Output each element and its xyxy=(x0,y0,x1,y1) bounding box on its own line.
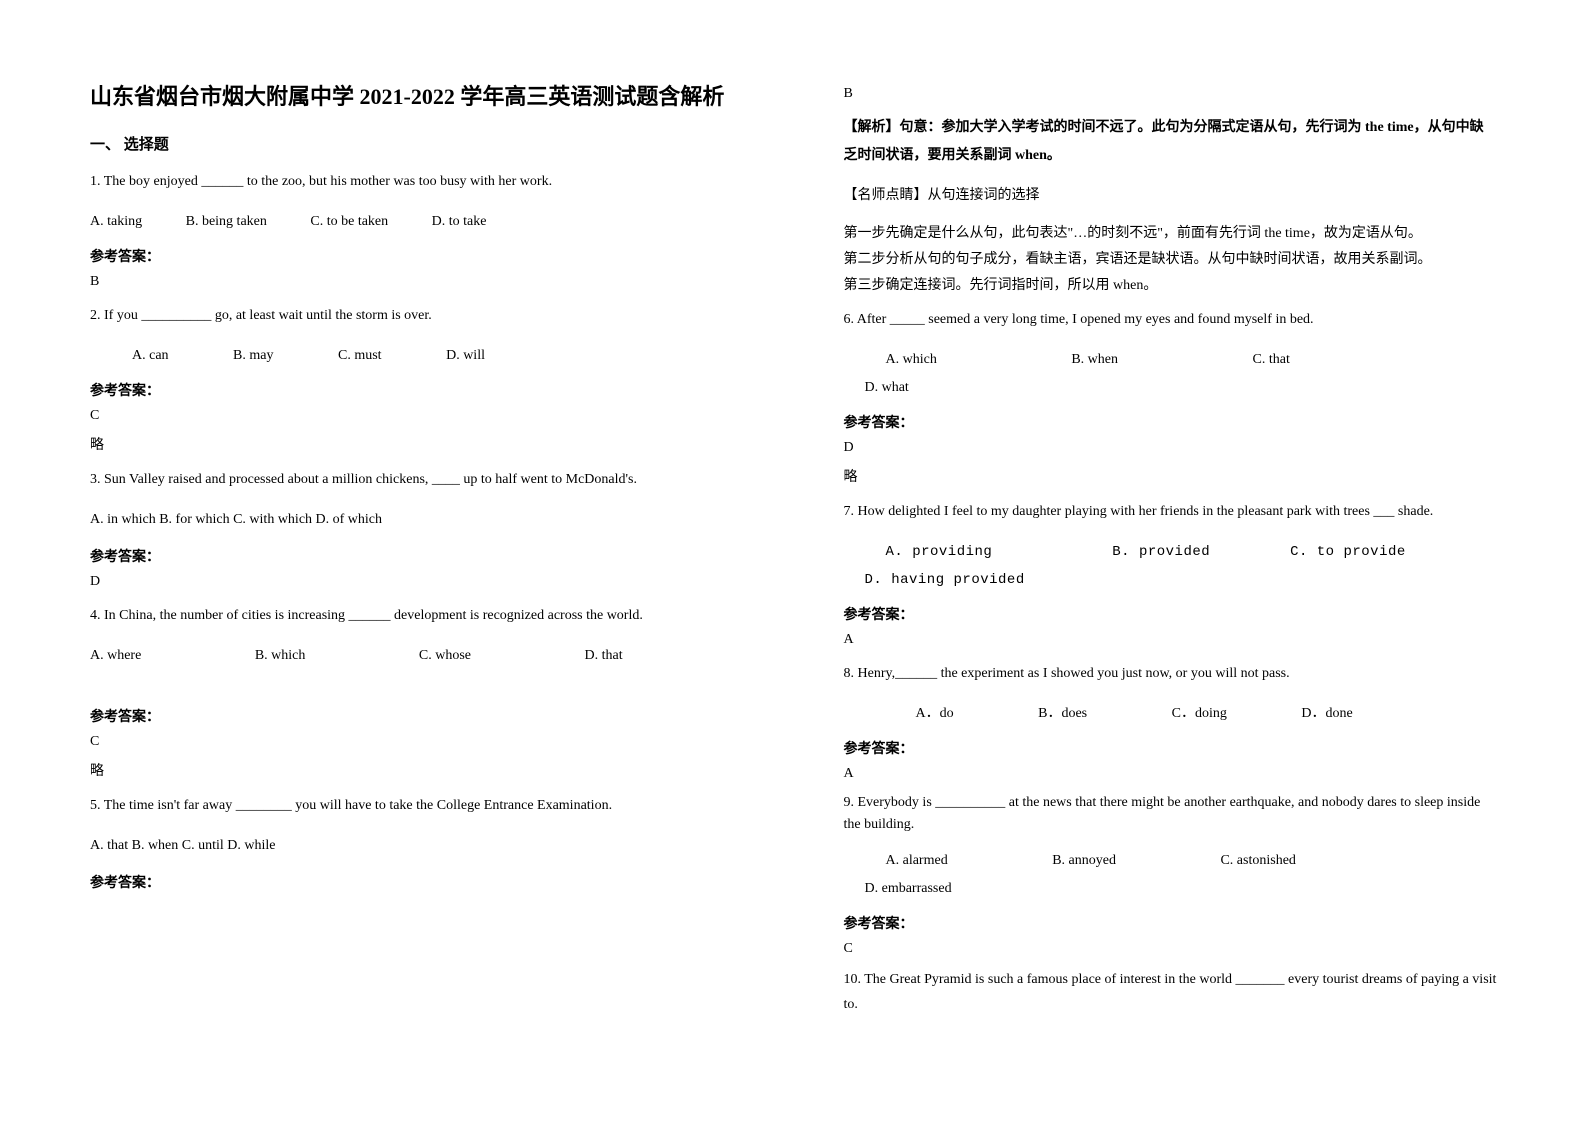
q9-opt-b: B. annoyed xyxy=(1031,847,1116,875)
q9-options: A. alarmed B. annoyed C. astonished D. e… xyxy=(844,847,1498,903)
teacher-line-1: 第一步先确定是什么从句，此句表达"…的时刻不远"，前面有先行词 the time… xyxy=(844,222,1498,242)
section-1-head: 一、 选择题 xyxy=(90,133,744,154)
q6-opt-d: D. what xyxy=(844,374,909,402)
teacher-line-2: 第二步分析从句的句子成分，看缺主语，宾语还是缺状语。从句中缺时间状语，故用关系副… xyxy=(844,248,1498,268)
q4-opt-b: B. which xyxy=(255,642,306,670)
q6-note: 略 xyxy=(844,466,1498,486)
explain-label: 【解析】 xyxy=(844,120,900,135)
q8-ans: A xyxy=(844,766,1498,782)
q1-text: 1. The boy enjoyed ______ to the zoo, bu… xyxy=(90,168,744,196)
q3-ans: D xyxy=(90,574,744,590)
q9-ans: C xyxy=(844,941,1498,957)
q3-text: 3. Sun Valley raised and processed about… xyxy=(90,466,744,494)
q7-options: A. providing B. provided C. to provide D… xyxy=(844,538,1498,594)
right-column: B 【解析】句意：参加大学入学考试的时间不远了。此句为分隔式定语从句，先行词为 … xyxy=(794,0,1587,1122)
q6-ans-label: 参考答案： xyxy=(844,412,1498,432)
q4-opt-d: D. that xyxy=(585,642,623,670)
q4-ans-label: 参考答案： xyxy=(90,706,744,726)
q2-ans: C xyxy=(90,408,744,424)
q10-text: 10. The Great Pyramid is such a famous p… xyxy=(844,967,1498,1017)
q4-note: 略 xyxy=(90,760,744,780)
q6-ans: D xyxy=(844,440,1498,456)
q1-ans: B xyxy=(90,274,744,290)
q7-opt-d: D. having provided xyxy=(844,566,1025,594)
q6-opt-c: C. that xyxy=(1232,346,1290,374)
teacher-line-3: 第三步确定连接词。先行词指时间，所以用 when。 xyxy=(844,274,1498,294)
q1-options: A. taking B. being taken C. to be taken … xyxy=(90,208,744,236)
explain-text: 句意：参加大学入学考试的时间不远了。此句为分隔式定语从句，先行词为 the ti… xyxy=(844,120,1484,163)
q7-opt-c: C. to provide xyxy=(1269,538,1406,566)
q6-opt-b: B. when xyxy=(1050,346,1118,374)
q7-ans: A xyxy=(844,632,1498,648)
q8-text: 8. Henry,______ the experiment as I show… xyxy=(844,660,1498,688)
q3-options: A. in which B. for which C. with which D… xyxy=(90,506,744,534)
q2-opt-d: D. will xyxy=(425,342,485,370)
teacher-label: 【名师点睛】从句连接词的选择 xyxy=(844,182,1498,210)
q8-opt-a: A．do xyxy=(895,700,954,728)
q8-ans-label: 参考答案： xyxy=(844,738,1498,758)
q9-opt-c: C. astonished xyxy=(1199,847,1295,875)
q4-opt-a: A. where xyxy=(90,642,141,670)
q7-text: 7. How delighted I feel to my daughter p… xyxy=(844,498,1498,526)
q1-opt-b: B. being taken xyxy=(186,208,267,236)
left-column: 山东省烟台市烟大附属中学 2021-2022 学年高三英语测试题含解析 一、 选… xyxy=(0,0,794,1122)
q1-opt-c: C. to be taken xyxy=(310,208,388,236)
q9-opt-d: D. embarrassed xyxy=(844,875,952,903)
q8-opt-b: B．does xyxy=(1017,700,1087,728)
q2-opt-c: C. must xyxy=(317,342,382,370)
doc-title: 山东省烟台市烟大附属中学 2021-2022 学年高三英语测试题含解析 xyxy=(90,80,744,113)
explain-block: 【解析】句意：参加大学入学考试的时间不远了。此句为分隔式定语从句，先行词为 th… xyxy=(844,114,1498,170)
q4-ans: C xyxy=(90,734,744,750)
q7-opt-b: B. provided xyxy=(1091,538,1210,566)
q5-ans-label: 参考答案： xyxy=(90,872,744,892)
q2-opt-b: B. may xyxy=(212,342,273,370)
q3-ans-label: 参考答案： xyxy=(90,546,744,566)
q8-options: A．do B．does C．doing D．done xyxy=(844,700,1498,728)
q5-options: A. that B. when C. until D. while xyxy=(90,832,744,860)
q2-ans-label: 参考答案： xyxy=(90,380,744,400)
q8-opt-c: C．doing xyxy=(1151,700,1227,728)
q7-ans-label: 参考答案： xyxy=(844,604,1498,624)
q7-opt-a: A. providing xyxy=(865,538,993,566)
q2-opt-a: A. can xyxy=(111,342,169,370)
q1-opt-a: A. taking xyxy=(90,208,142,236)
q2-note: 略 xyxy=(90,434,744,454)
q4-options: A. where B. which C. whose D. that xyxy=(90,642,744,670)
q2-options: A. can B. may C. must D. will xyxy=(90,342,744,370)
q5-text: 5. The time isn't far away ________ you … xyxy=(90,792,744,820)
q9-text: 9. Everybody is __________ at the news t… xyxy=(844,792,1498,837)
q4-opt-c: C. whose xyxy=(419,642,471,670)
q1-ans-label: 参考答案： xyxy=(90,246,744,266)
q6-opt-a: A. which xyxy=(865,346,937,374)
q2-text: 2. If you __________ go, at least wait u… xyxy=(90,302,744,330)
q8-opt-d: D．done xyxy=(1280,700,1352,728)
q6-options: A. which B. when C. that D. what xyxy=(844,346,1498,402)
q4-text: 4. In China, the number of cities is inc… xyxy=(90,602,744,630)
q5-ans: B xyxy=(844,86,1498,102)
q6-text: 6. After _____ seemed a very long time, … xyxy=(844,306,1498,334)
q1-opt-d: D. to take xyxy=(432,208,487,236)
q9-opt-a: A. alarmed xyxy=(865,847,948,875)
q9-ans-label: 参考答案： xyxy=(844,913,1498,933)
